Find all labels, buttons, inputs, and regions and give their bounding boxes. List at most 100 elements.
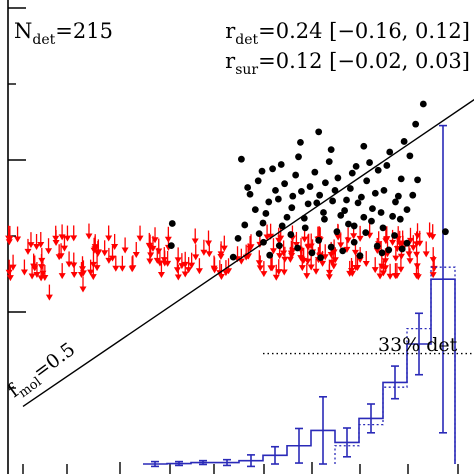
upper-limit-head <box>63 235 71 242</box>
upper-limit-head <box>280 269 288 276</box>
detection-point <box>297 139 304 146</box>
upper-limit-marker <box>5 229 13 246</box>
detection-point <box>356 252 364 260</box>
upper-limit-head <box>352 265 360 272</box>
upper-limit-head <box>289 248 297 255</box>
fmol-value: =0.5 <box>29 338 79 383</box>
upper-limit-marker <box>303 263 311 280</box>
upper-limit-head <box>156 260 164 267</box>
upper-limit-head <box>412 272 420 279</box>
upper-limit-marker <box>269 238 277 255</box>
upper-limit-marker <box>37 232 45 249</box>
upper-limit-marker <box>79 276 87 293</box>
detections-series <box>167 100 449 261</box>
upper-limit-head <box>393 245 401 252</box>
upper-limit-marker <box>63 225 71 242</box>
upper-limit-marker <box>406 248 414 265</box>
upper-limit-head <box>237 258 245 265</box>
detection-point <box>292 171 300 179</box>
upper-limit-marker <box>188 252 196 269</box>
detection-point <box>298 187 305 195</box>
detection-point <box>331 187 339 194</box>
upper-limit-marker <box>396 230 404 247</box>
upper-limit-head <box>78 266 86 273</box>
detection-point <box>255 230 263 238</box>
detection-point <box>392 198 399 206</box>
upper-limit-head <box>5 239 13 246</box>
upper-limit-marker <box>406 227 414 244</box>
detection-point <box>380 187 388 194</box>
upper-limit-marker <box>109 245 117 262</box>
detection-point <box>378 249 386 257</box>
upper-limit-marker <box>426 222 434 239</box>
upper-limit-head <box>121 247 129 254</box>
upper-limit-marker <box>157 261 165 278</box>
upper-limit-marker <box>414 223 422 240</box>
upper-limit-marker <box>5 259 13 276</box>
upper-limit-marker <box>379 260 387 277</box>
detection-point <box>360 142 368 150</box>
upper-limit-head <box>185 267 193 274</box>
detection-point <box>409 191 417 199</box>
n-det-subscript: det <box>32 32 55 48</box>
upper-limit-head <box>413 251 421 258</box>
upper-limit-marker <box>85 223 93 240</box>
upper-limit-head <box>174 257 182 264</box>
upper-limit-marker <box>267 223 275 240</box>
detection-point <box>412 120 420 128</box>
r-det-subscript: det <box>235 32 258 48</box>
upper-limit-head <box>307 264 315 271</box>
upper-limits-series <box>5 222 438 301</box>
upper-limit-head <box>255 260 263 267</box>
upper-limit-head <box>146 258 154 265</box>
upper-limit-head <box>85 233 93 240</box>
detection-point <box>327 243 335 251</box>
upper-limit-marker <box>33 234 41 251</box>
upper-limit-marker <box>93 255 101 272</box>
upper-limit-head <box>414 233 422 240</box>
upper-limit-head <box>304 258 312 265</box>
upper-limit-marker <box>132 241 140 258</box>
upper-limit-head <box>269 248 277 255</box>
detection-point <box>304 200 312 208</box>
upper-limit-head <box>356 235 364 242</box>
upper-limit-head <box>52 235 60 242</box>
upper-limit-head <box>191 238 199 245</box>
detection-point <box>346 185 354 192</box>
detection-point <box>377 209 385 216</box>
n-det-label: Ndet=215 <box>14 19 113 48</box>
detection-point <box>334 174 342 182</box>
upper-limit-head <box>371 267 379 274</box>
upper-limit-head <box>422 251 430 258</box>
fmol-reference-line <box>22 98 474 407</box>
detection-point <box>363 177 371 185</box>
upper-limit-marker <box>247 234 255 251</box>
detection-point <box>313 199 321 207</box>
upper-limit-head <box>381 258 389 265</box>
detection-point <box>360 213 368 221</box>
upper-limit-marker <box>101 240 109 257</box>
detection-point <box>311 168 319 176</box>
y-axis-ticks <box>8 7 26 389</box>
upper-limit-marker <box>429 262 437 279</box>
detection-point <box>350 222 358 230</box>
upper-limit-head <box>188 262 196 269</box>
upper-limit-head <box>79 270 87 277</box>
upper-limit-head <box>321 254 329 261</box>
detection-point <box>389 212 396 220</box>
upper-limit-head <box>105 235 113 242</box>
r-det-value: =0.24 [−0.16, 0.12] <box>258 19 470 43</box>
upper-limit-head <box>70 235 78 242</box>
upper-limit-marker <box>105 225 113 242</box>
upper-limit-head <box>298 265 306 272</box>
detection-point <box>442 228 449 236</box>
detection-point <box>262 210 270 217</box>
upper-limit-marker <box>20 259 28 276</box>
upper-limit-head <box>362 261 370 268</box>
upper-limit-marker <box>89 264 97 281</box>
upper-limit-head <box>301 236 309 243</box>
upper-limit-marker <box>27 232 35 249</box>
upper-limit-head <box>70 272 78 279</box>
upper-limit-marker <box>28 263 36 280</box>
